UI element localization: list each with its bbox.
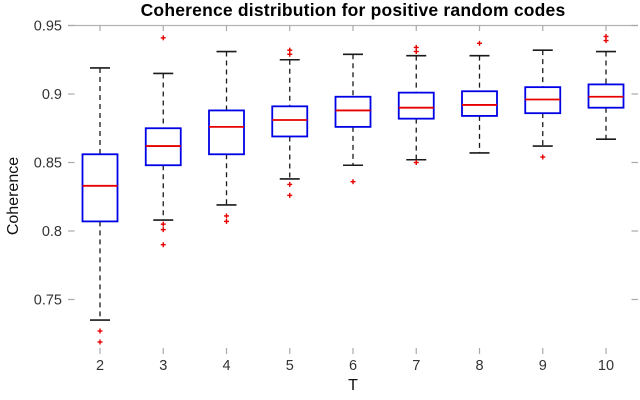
x-axis-label: T <box>348 377 358 394</box>
x-tick-label: 6 <box>349 358 357 374</box>
x-tick-label: 8 <box>475 358 483 374</box>
x-tick-label: 2 <box>96 358 104 374</box>
iqr-box <box>461 90 498 117</box>
y-tick-label: 0.85 <box>34 156 62 172</box>
iqr-box <box>397 91 435 120</box>
x-tick-label: 9 <box>539 358 547 374</box>
iqr-box <box>334 95 372 128</box>
x-tick-label: 4 <box>222 358 230 374</box>
y-tick-label: 0.95 <box>34 19 62 35</box>
x-tick-label: 7 <box>412 358 420 374</box>
iqr-box <box>271 105 309 138</box>
chart-title: Coherence distribution for positive rand… <box>140 0 566 20</box>
y-tick-label: 0.9 <box>42 87 62 103</box>
x-tick-label: 10 <box>598 358 614 374</box>
iqr-box <box>81 153 119 223</box>
y-tick-label: 0.75 <box>34 293 62 309</box>
x-tick-label: 5 <box>286 358 294 374</box>
x-tick-label: 3 <box>159 358 167 374</box>
y-tick-label: 0.8 <box>42 224 62 240</box>
iqr-box <box>208 109 245 156</box>
